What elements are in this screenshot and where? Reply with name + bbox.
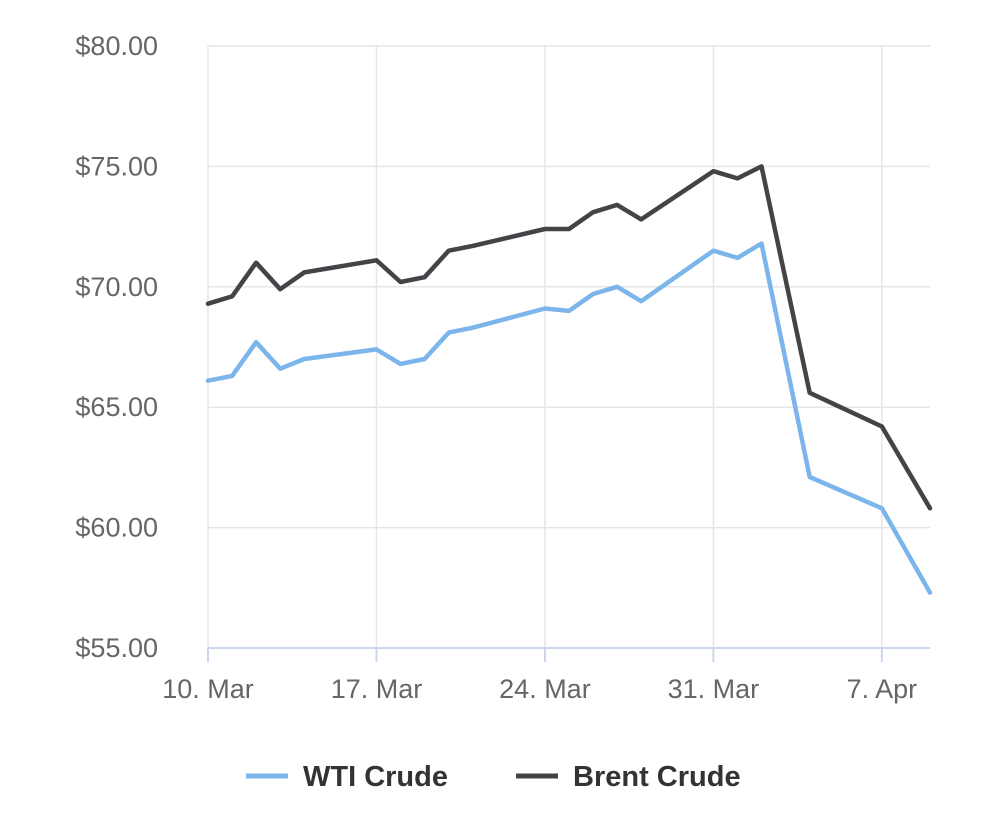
series-line-brent-crude	[205, 164, 933, 511]
y-tick-label: $75.00	[75, 151, 158, 181]
y-tick-label: $80.00	[75, 31, 158, 61]
x-tick-label: 24. Mar	[499, 674, 591, 704]
y-tick-label: $60.00	[75, 513, 158, 543]
x-tick-label: 17. Mar	[331, 674, 423, 704]
legend-label: WTI Crude	[303, 761, 448, 793]
y-tick-label: $55.00	[75, 633, 158, 663]
legend-item-brent-crude[interactable]: Brent Crude	[516, 761, 741, 793]
y-tick-label: $65.00	[75, 392, 158, 422]
legend-label: Brent Crude	[573, 761, 741, 793]
x-tick-label: 31. Mar	[668, 674, 760, 704]
legend-item-wti-crude[interactable]: WTI Crude	[246, 761, 448, 793]
series-line-wti-crude	[205, 241, 933, 595]
x-tick-label: 10. Mar	[162, 674, 254, 704]
x-tick-label: 7. Apr	[847, 674, 918, 704]
y-tick-label: $70.00	[75, 272, 158, 302]
